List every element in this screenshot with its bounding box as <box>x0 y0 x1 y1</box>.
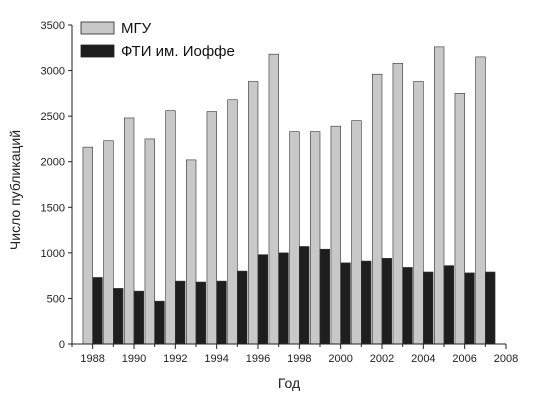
bar-series-0-2002 <box>371 73 383 345</box>
axes-group <box>71 25 506 345</box>
bar-series-0-1990 <box>123 117 135 345</box>
bar-series-1-1990 <box>133 290 145 345</box>
bar-series-1-2005 <box>443 265 455 345</box>
y-tick-label-500: 500 <box>47 293 65 305</box>
x-tick-label-2008: 2008 <box>494 353 518 365</box>
bar-series-1-1999 <box>319 248 331 345</box>
bar-series-0-2000 <box>330 125 341 345</box>
bar-series-0-1996 <box>247 81 259 345</box>
x-tick-label-2002: 2002 <box>370 353 394 365</box>
bar-series-1-2004 <box>423 271 434 345</box>
bar-series-1-1995 <box>237 270 248 345</box>
bar-series-1-2001 <box>361 260 372 345</box>
bar-series-0-1989 <box>103 140 114 345</box>
bar-series-0-2003 <box>392 62 403 345</box>
bar-series-0-1997 <box>268 53 279 345</box>
x-tick-label-2006: 2006 <box>452 353 476 365</box>
bar-series-0-1992 <box>165 110 176 345</box>
bar-series-1-1994 <box>216 280 227 345</box>
bar-series-1-1991 <box>154 300 165 345</box>
x-ticks-group: 1988 1990 1992 1994 1996 1998 2000 2002 2004 2006… <box>71 344 518 365</box>
bar-series-0-1995 <box>227 99 238 345</box>
y-tick-label-1000: 1000 <box>41 248 65 260</box>
bar-series-0-1993 <box>185 159 197 345</box>
x-tick-label-2004: 2004 <box>411 353 435 365</box>
bar-series-1-2002 <box>381 258 393 345</box>
x-tick-label-1998: 1998 <box>287 353 311 365</box>
legend-swatch-series-0 <box>80 21 115 35</box>
x-tick-label-1996: 1996 <box>246 353 270 365</box>
legend: МГУ ФТИ им. Иоффе <box>80 20 235 60</box>
bar-series-1-2000 <box>340 262 351 345</box>
x-tick-label-1994: 1994 <box>204 353 228 365</box>
bar-series-0-2004 <box>413 81 424 345</box>
bar-series-0-1998 <box>289 131 300 345</box>
bar-series-1-2006 <box>464 272 475 345</box>
bar-series-1-1998 <box>299 246 310 345</box>
bar-series-0-2006 <box>454 93 465 345</box>
bar-series-0-2005 <box>433 46 445 345</box>
bars-group <box>82 46 496 345</box>
y-tick-label-3500: 3500 <box>41 20 65 32</box>
bar-series-0-1994 <box>206 111 217 345</box>
x-tick-label-1988: 1988 <box>80 353 104 365</box>
y-axis-title: Число публикаций <box>7 130 23 250</box>
x-tick-label-2000: 2000 <box>328 353 352 365</box>
bar-series-0-2001 <box>351 120 362 345</box>
x-tick-label-1990: 1990 <box>122 353 146 365</box>
bar-series-0-1999 <box>309 131 321 345</box>
bar-series-1-1993 <box>195 281 207 345</box>
x-tick-label-1992: 1992 <box>163 353 187 365</box>
legend-label-series-1: ФТИ им. Иоффе <box>121 43 235 60</box>
y-tick-label-2000: 2000 <box>41 157 65 169</box>
bar-series-1-1989 <box>113 288 124 345</box>
bar-series-1-1997 <box>278 252 289 345</box>
bar-series-1-2003 <box>402 267 413 345</box>
y-tick-label-0: 0 <box>59 339 65 351</box>
bar-series-0-1991 <box>144 138 155 345</box>
bar-series-1-1992 <box>175 280 186 345</box>
legend-swatch-series-1 <box>80 44 115 58</box>
y-tick-label-2500: 2500 <box>41 111 65 123</box>
x-axis-title: Год <box>278 375 300 391</box>
bar-series-1-1988 <box>92 277 103 345</box>
bar-series-1-2007 <box>485 271 496 345</box>
bar-series-0-2007 <box>475 56 486 345</box>
y-tick-label-3000: 3000 <box>41 66 65 78</box>
legend-label-series-0: МГУ <box>121 20 152 37</box>
y-ticks-group: 0 500 1000 1500 2000 2500 3000 3500 <box>41 20 72 351</box>
y-tick-label-1500: 1500 <box>41 202 65 214</box>
bar-series-1-1996 <box>257 254 269 345</box>
bar-series-0-1988 <box>82 146 93 345</box>
